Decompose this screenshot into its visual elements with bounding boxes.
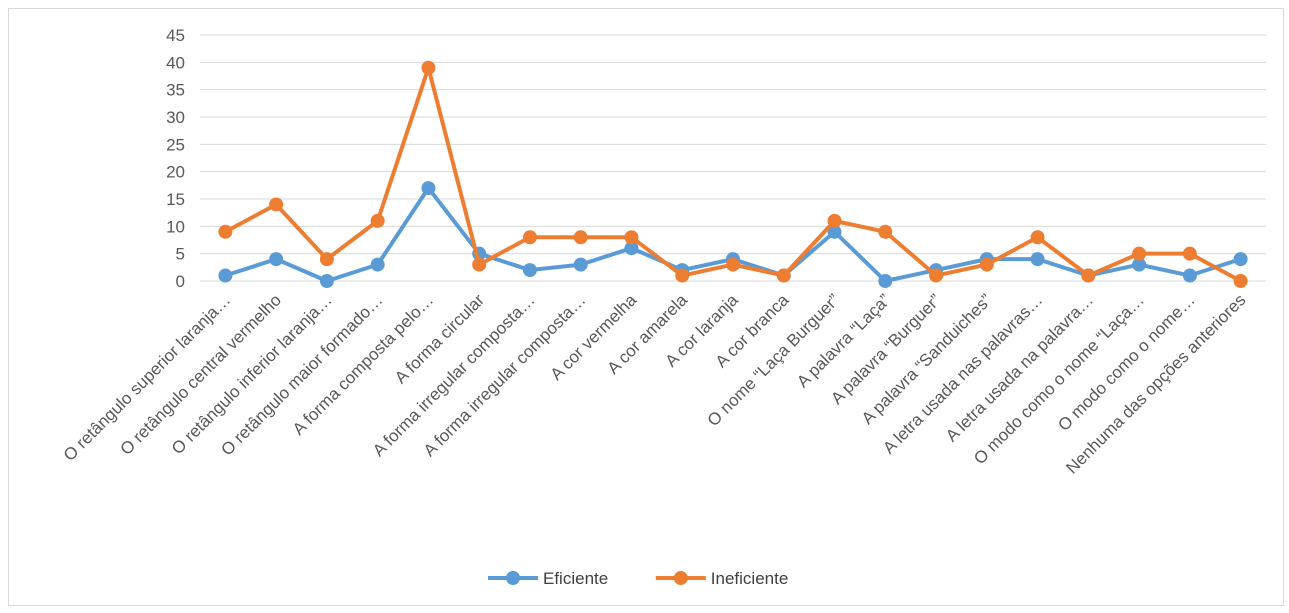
x-tick-label: A forma circular — [391, 290, 488, 387]
data-point — [624, 230, 639, 245]
data-point — [624, 241, 639, 256]
data-point — [573, 230, 588, 245]
data-point — [218, 268, 233, 283]
x-tick-label: A palavra “Laça” — [793, 290, 894, 391]
data-point — [218, 224, 233, 239]
y-tick-label: 35 — [166, 81, 185, 100]
y-tick-label: 30 — [166, 108, 185, 127]
data-point — [1081, 268, 1096, 283]
y-tick-label: 15 — [166, 190, 185, 209]
data-point — [1132, 257, 1147, 272]
data-point — [1233, 274, 1248, 288]
data-point — [370, 257, 385, 272]
legend-label: Ineficiente — [711, 569, 789, 588]
y-tick-label: 20 — [166, 163, 185, 182]
data-point — [269, 252, 284, 267]
legend-label: Eficiente — [543, 569, 608, 588]
data-point — [370, 213, 385, 228]
data-point — [726, 257, 740, 272]
data-point — [1182, 268, 1197, 283]
y-tick-label: 5 — [176, 245, 185, 264]
y-axis-ticks: 0 5 10 15 20 25 30 35 40 45 — [166, 26, 185, 291]
y-tick-label: 0 — [176, 272, 185, 291]
data-point — [1030, 252, 1045, 267]
data-point — [522, 263, 537, 278]
data-point — [1182, 246, 1197, 261]
data-point — [573, 257, 588, 272]
chart-frame — [8, 8, 1284, 606]
data-point — [269, 197, 284, 212]
data-point — [827, 224, 842, 239]
data-point — [929, 268, 944, 283]
data-point — [319, 252, 334, 267]
y-tick-label: 45 — [166, 26, 185, 45]
y-tick-label: 25 — [166, 135, 185, 154]
legend-swatch-marker — [673, 571, 688, 585]
gridlines — [200, 34, 1266, 255]
data-point — [675, 268, 690, 283]
data-point — [1132, 246, 1147, 261]
x-axis-ticks: O retângulo superior laranja…O retângulo… — [60, 290, 1250, 478]
data-point — [1030, 230, 1045, 245]
series-lines — [218, 60, 1248, 288]
data-point — [776, 268, 791, 283]
data-point — [878, 224, 893, 239]
data-point — [421, 181, 436, 196]
legend-swatch-marker — [506, 571, 520, 585]
data-point — [979, 257, 994, 272]
data-point — [421, 60, 436, 75]
data-point — [827, 213, 842, 228]
data-point — [472, 257, 487, 272]
series-line — [223, 65, 1243, 283]
x-tick-label: A cor vermelha — [547, 290, 641, 384]
data-point — [1233, 252, 1248, 267]
y-tick-label: 40 — [166, 53, 185, 72]
data-point — [319, 274, 334, 288]
data-point — [878, 274, 893, 288]
legend: Eficiente Ineficiente — [488, 569, 788, 588]
y-tick-label: 10 — [166, 217, 185, 236]
data-point — [522, 230, 537, 245]
